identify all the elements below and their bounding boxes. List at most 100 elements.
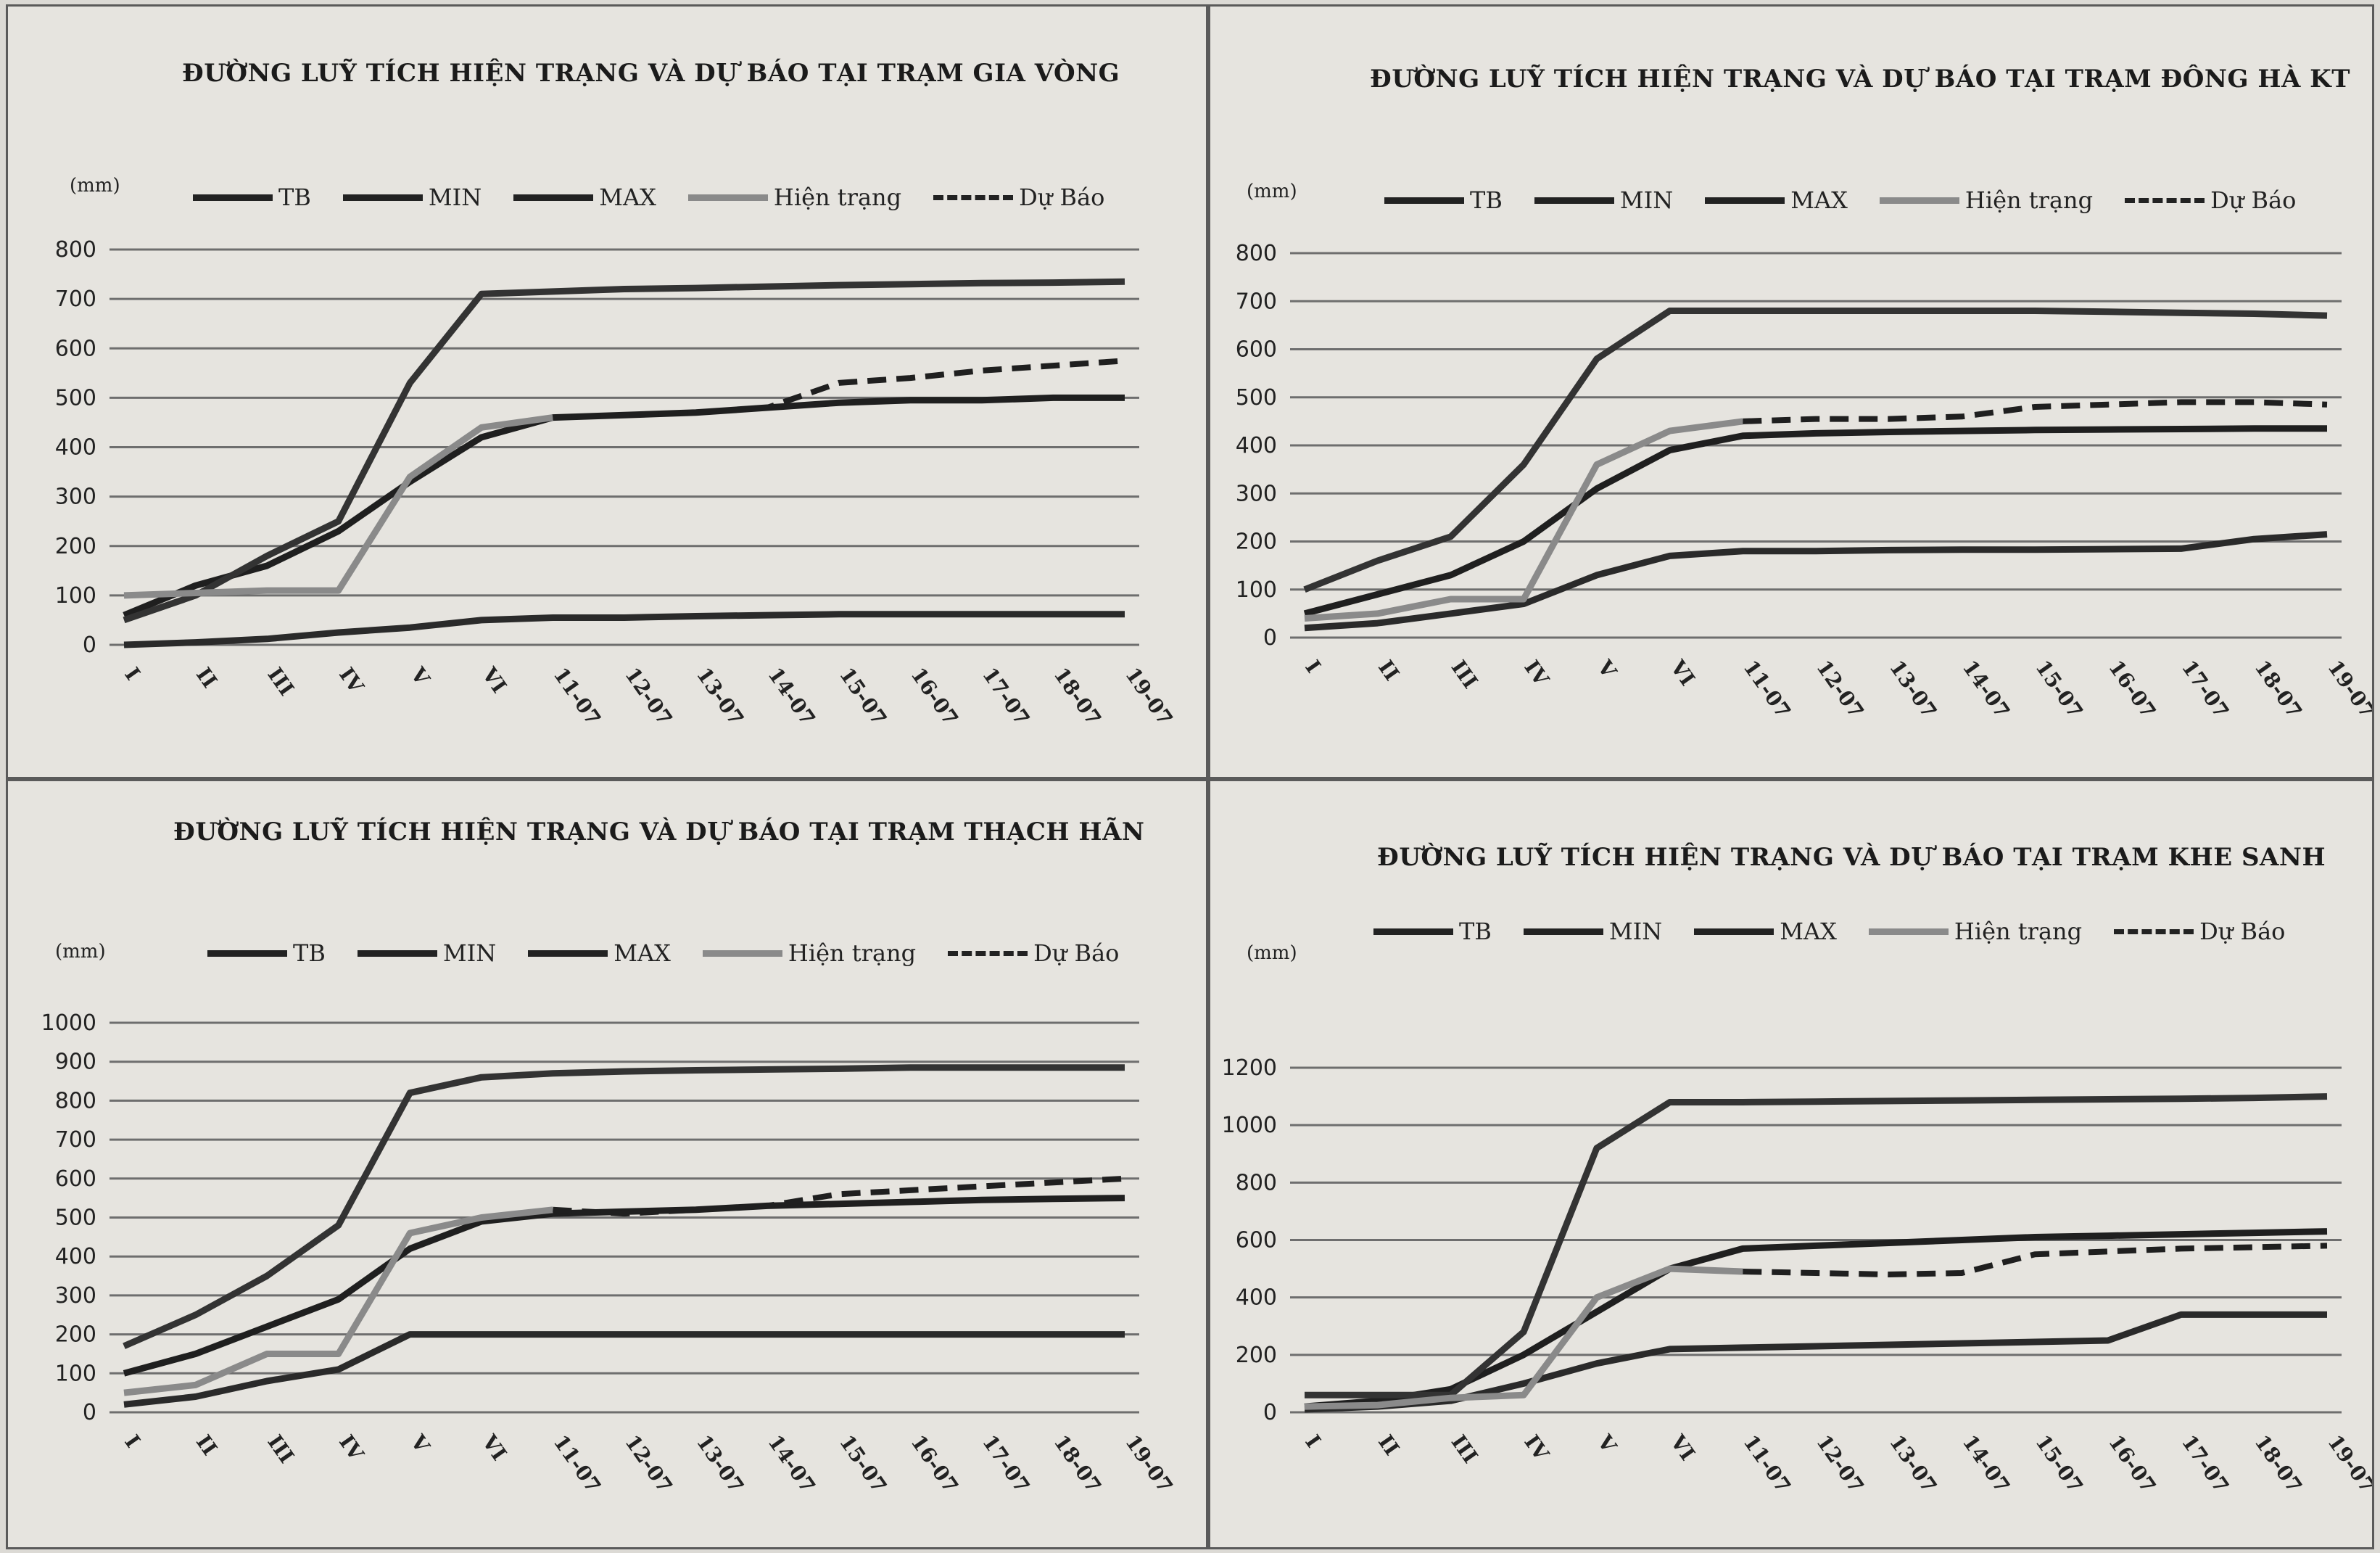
legend-item-max: MAX [528,939,671,967]
legend: TB MIN MAX Hiện trạng Dự Báo [207,939,1119,967]
x-tick-label: 15-07 [835,663,891,730]
legend-item-hien-trang: Hiện trạng [1879,186,2094,214]
x-tick-label: 15-07 [2030,656,2087,722]
x-tick-label: 13-07 [692,1430,748,1497]
y-tick-label: 600 [1236,1228,1277,1253]
series-line-min [1304,531,2328,632]
y-tick-label: 800 [55,1088,96,1113]
x-tick-label: 19-07 [2323,656,2372,722]
legend-label-max: MAX [599,184,656,211]
legend-label-max: MAX [613,939,671,967]
series-line-hiện-trạng [123,414,554,599]
y-tick-label: 0 [1263,625,1277,651]
x-tick-label: IV [334,663,369,698]
y-tick-label: 800 [1236,241,1277,266]
y-tick-label: 200 [55,1322,96,1348]
y-tick-label: 0 [83,633,96,658]
legend-item-hien-trang: Hiện trạng [1868,918,2083,945]
x-tick-label: 17-07 [2177,656,2234,722]
legend-line-du-bao [2114,928,2194,934]
legend: TB MIN MAX Hiện trạng Dự Báo [193,184,1104,211]
x-tick-label: 12-07 [620,663,677,730]
series-line-tb [1303,425,2327,617]
legend-item-min: MIN [357,939,496,967]
y-unit-label: (mm) [1247,942,1297,964]
legend-label-max: MAX [1780,918,1837,945]
legend-label-du-bao: Dự Báo [2210,186,2297,214]
y-tick-label: 500 [1236,385,1277,411]
x-tick-label: 19-07 [1120,1430,1177,1497]
series-line-hiện-trạng [1304,1265,1743,1410]
legend-label-du-bao: Dự Báo [2199,918,2286,945]
x-tick-label: 14-07 [763,663,819,730]
x-tick-label: 13-07 [692,663,748,730]
legend-label-tb: TB [1470,186,1503,214]
x-tick-label: IV [334,1430,369,1465]
legend-line-min [357,949,437,957]
x-tick-label: II [1373,656,1404,685]
legend-line-max [513,194,594,201]
legend: TB MIN MAX Hiện trạng Dự Báo [1373,918,2285,945]
series-line-tb [123,394,1125,619]
y-unit-label: (mm) [55,941,106,963]
x-tick-label: V [1592,655,1622,683]
legend-label-hien-trang: Hiện trạng [773,184,902,211]
legend-label-tb: TB [278,184,311,211]
legend-item-max: MAX [1705,186,1848,214]
legend-item-max: MAX [1694,918,1837,945]
x-tick-label: III [263,663,299,700]
y-tick-label: 800 [1236,1170,1277,1195]
y-tick-label: 100 [55,1361,96,1386]
series-line-min [123,611,1125,648]
x-tick-label: II [1373,1430,1404,1459]
series-line-max [123,278,1125,624]
legend-label-du-bao: Dự Báo [1033,939,1120,967]
x-tick-label: II [191,663,222,692]
legend-line-du-bao [948,950,1028,956]
y-tick-label: 500 [55,385,96,411]
y-tick-label: 200 [55,534,96,559]
legend-line-max [1694,928,1774,935]
y-tick-label: 400 [55,1244,96,1269]
legend-item-hien-trang: Hiện trạng [687,184,902,211]
series-line-tb [123,1195,1125,1377]
y-tick-label: 600 [1236,337,1277,363]
y-tick-label: 600 [55,1166,96,1192]
legend-line-min [1534,197,1614,204]
x-tick-label: 18-07 [1049,1430,1106,1497]
legend-item-max: MAX [513,184,656,211]
chart-panel-thach-han: ĐƯỜNG LUỸ TÍCH HIỆN TRẠNG VÀ DỰ BÁO TẠI … [6,779,1208,1549]
y-tick-label: 0 [83,1400,96,1425]
x-tick-label: 12-07 [620,1430,677,1497]
legend-label-hien-trang: Hiện trạng [1954,918,2083,945]
x-tick-label: VI [1665,1430,1700,1465]
y-tick-label: 0 [1263,1400,1277,1425]
x-tick-label: 18-07 [1049,663,1106,730]
x-tick-label: 16-07 [906,1430,963,1497]
chart-title: ĐƯỜNG LUỸ TÍCH HIỆN TRẠNG VÀ DỰ BÁO TẠI … [1370,65,2351,94]
x-tick-label: 11-07 [549,663,606,730]
legend-label-hien-trang: Hiện trạng [1964,186,2094,214]
y-tick-label: 200 [1236,1343,1277,1368]
legend-line-tb [1373,928,1453,935]
series-line-dự-báo [553,1175,1125,1217]
legend-line-hien-trang [1879,197,1959,204]
legend-label-max: MAX [1790,186,1848,214]
legend-line-hien-trang [687,194,768,201]
legend-item-min: MIN [1534,186,1673,214]
legend-line-hien-trang [702,949,782,957]
x-tick-label: 11-07 [1739,1430,1796,1497]
y-tick-label: 900 [55,1050,96,1075]
x-tick-label: II [191,1430,222,1459]
chart-title: ĐƯỜNG LUỸ TÍCH HIỆN TRẠNG VÀ DỰ BÁO TẠI … [1377,843,2326,872]
y-tick-label: 500 [55,1206,96,1231]
legend-label-min: MIN [428,184,482,211]
series-line-hiện-trạng [123,1206,553,1396]
x-tick-label: VI [477,1430,512,1465]
y-tick-label: 400 [55,435,96,461]
y-tick-label: 1200 [1222,1055,1277,1081]
legend-item-min: MIN [342,184,482,211]
